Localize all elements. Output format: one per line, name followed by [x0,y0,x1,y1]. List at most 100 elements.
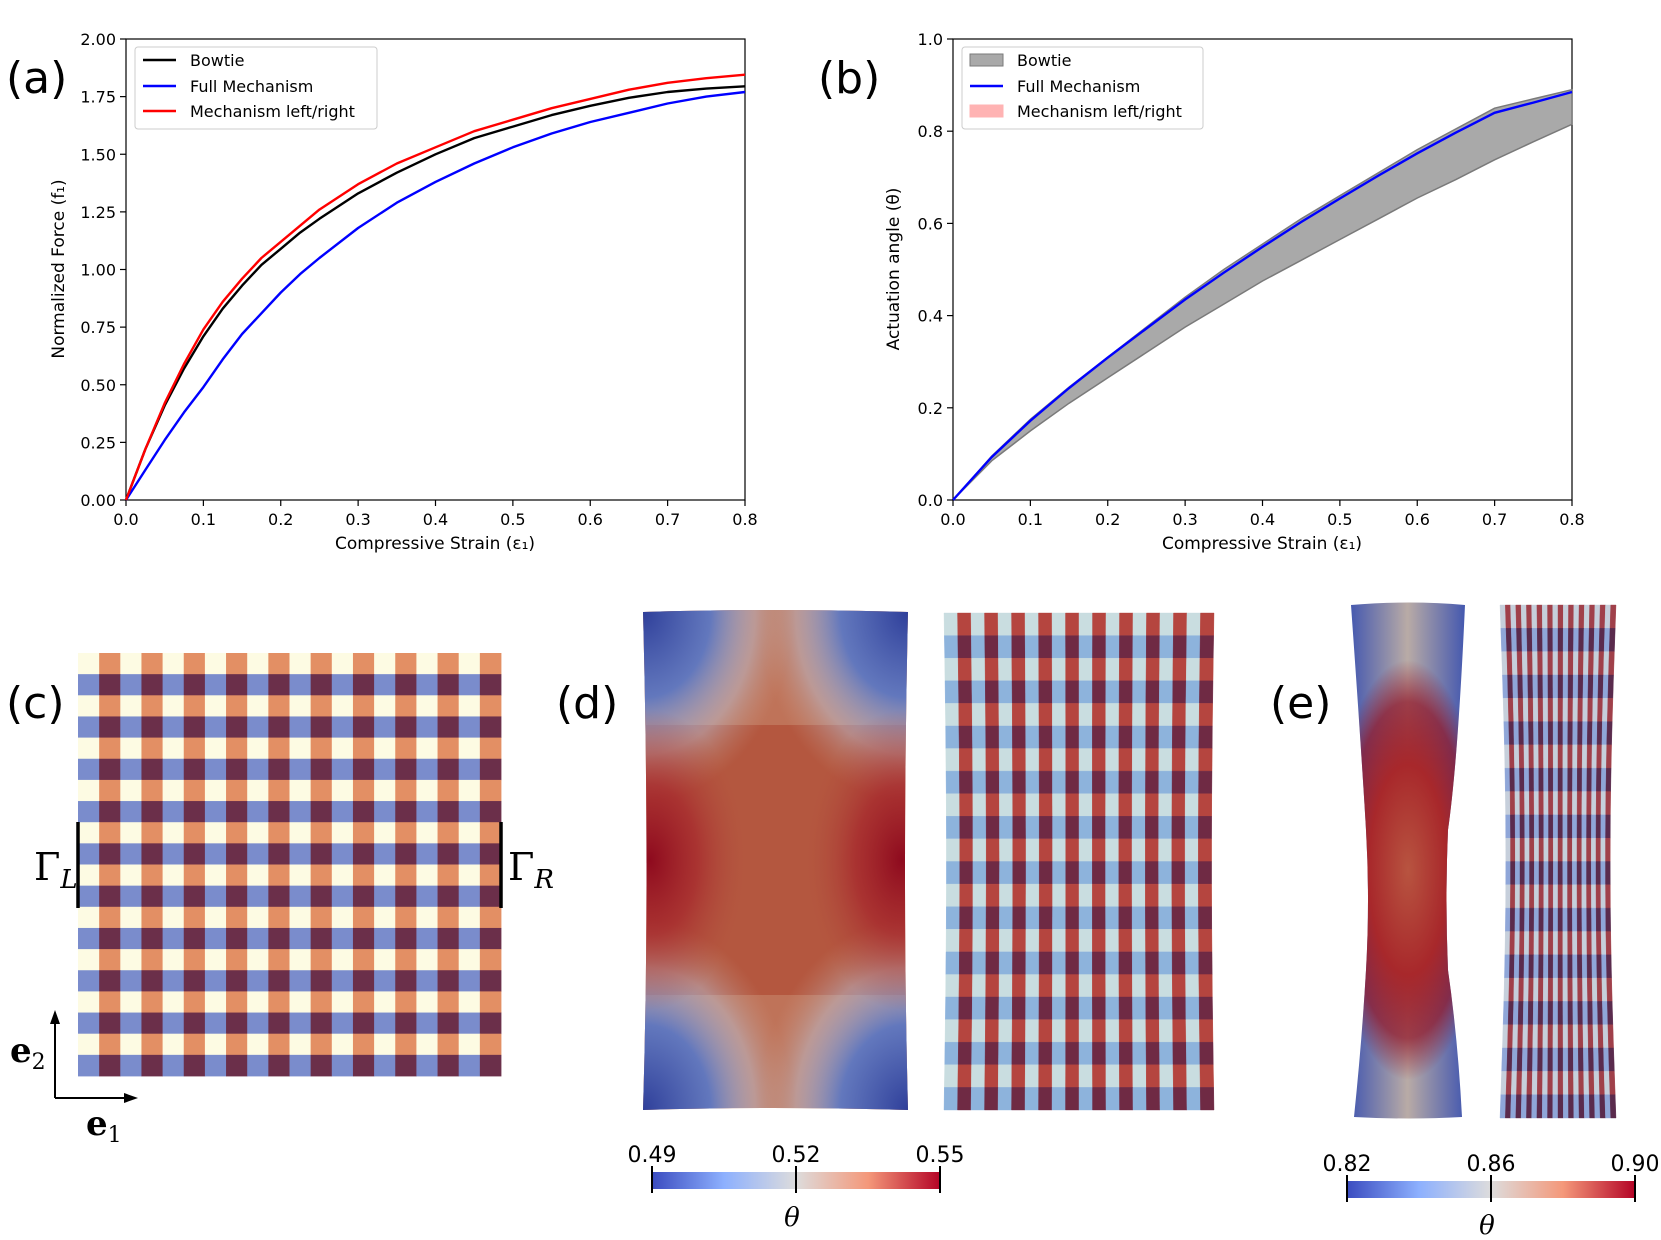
deformed-cell [1519,884,1525,909]
deformed-cell [1562,954,1568,979]
deformed-cell [1519,861,1526,885]
lattice-cell [268,716,290,738]
lattice-cell [247,906,269,929]
lattice-cell [352,674,375,696]
deformed-cell [1118,883,1133,907]
lattice-cell [289,1033,312,1056]
lattice-cell [374,1033,396,1056]
deformed-cell [1538,721,1544,746]
lattice-cell [268,885,290,908]
lattice-cell [479,949,502,971]
deformed-cell [1105,1019,1120,1043]
deformed-cell [1105,658,1120,681]
deformed-cell [1536,628,1543,652]
deformed-cell [1547,1047,1554,1072]
deformed-cell [1507,698,1514,722]
deformed-cell [1557,1071,1564,1095]
deformed-cell [1119,612,1134,636]
deformed-cell [1557,1024,1564,1049]
deformed-cell [1542,698,1549,722]
lattice-cell [268,927,290,950]
lattice-cell [479,843,502,865]
deformed-cell [1145,996,1160,1020]
deformed-cell [1543,791,1549,816]
deformed-cell [1533,907,1540,932]
deformed-cell [1519,814,1525,839]
deformed-cell [998,951,1013,975]
deformed-cell [1537,1047,1544,1072]
deformed-cell [1501,1047,1508,1072]
deformed-cell [1562,674,1569,699]
deformed-cell [1505,838,1511,862]
deformed-cell [1538,791,1544,816]
deformed-cell [1514,884,1521,909]
deformed-cell [1572,1001,1579,1025]
deformed-cell [985,906,1000,930]
lattice-cell [78,885,100,908]
lattice-cell [247,674,269,696]
deformed-cell [1145,838,1159,862]
e2-subscript: 2 [32,1050,46,1075]
deformed-cell [1596,768,1602,792]
deformed-cell [1528,907,1535,932]
chart-a-ylabel: Normalized Force (f₁) [49,179,69,358]
deformed-cell [1533,838,1540,862]
deformed-cell [971,658,986,681]
deformed-cell [1577,1024,1584,1049]
chart-b-x-ticks: 0.0 0.1 0.2 0.3 0.4 0.5 0.6 0.7 0.8 [940,500,1585,529]
deformed-cell [1012,838,1027,862]
deformed-cell [1517,1024,1524,1049]
deformed-cell [1038,974,1053,998]
deformed-cell [1118,793,1133,817]
deformed-cell [1038,635,1053,659]
deformed-cell [1562,838,1568,862]
deformed-cell [1504,768,1511,792]
lattice-cell [310,991,333,1013]
deformed-cell [1562,791,1568,816]
deformed-cell [1605,791,1611,816]
deformed-cell [1092,612,1107,636]
lattice-cell [204,653,227,675]
deformed-cell [1025,951,1040,975]
y-tick-label: 0.00 [80,491,116,510]
deformed-cell [1578,1094,1585,1119]
lattice-cell [374,716,396,738]
deformed-cell [998,1041,1013,1066]
lattice-cell [78,695,100,717]
deformed-cell [1522,698,1529,722]
deformed-cell [1609,604,1617,629]
lattice-cell [268,695,290,717]
deformed-cell [1145,703,1160,727]
lattice-cell [141,906,163,929]
lattice-cell [395,991,417,1013]
deformed-cell [1605,861,1611,885]
deformed-cell [1025,703,1040,727]
deformed-cell [999,883,1013,907]
lattice-cell [310,779,333,802]
x-tick-label: 0.0 [940,510,965,529]
deformed-cell [1513,721,1520,746]
deformed-cell [1158,974,1173,998]
deformed-cell [985,816,1000,840]
deformed-cell [1199,1019,1214,1043]
deformed-cell [1078,793,1093,817]
panel-e-deformed-lattice [1499,604,1617,1119]
deformed-cell [1065,635,1080,659]
deformed-cell [1567,674,1574,699]
deformed-cell [1604,604,1611,629]
lattice-cell [78,843,100,865]
lattice-cell [99,695,121,717]
deformed-cell [1184,861,1199,885]
deformed-cell [1186,1064,1201,1088]
lattice-cell [141,653,163,675]
deformed-cell [1602,698,1609,722]
deformed-cell [1025,770,1040,794]
deformed-cell [1011,612,1026,636]
lattice-cell [458,864,481,887]
deformed-cell [1581,954,1588,979]
deformed-cell [1529,814,1535,839]
x-tick-label: 0.1 [191,510,216,529]
deformed-cell [970,612,985,636]
deformed-cell [1119,1087,1134,1111]
deformed-cell [1038,1064,1053,1088]
